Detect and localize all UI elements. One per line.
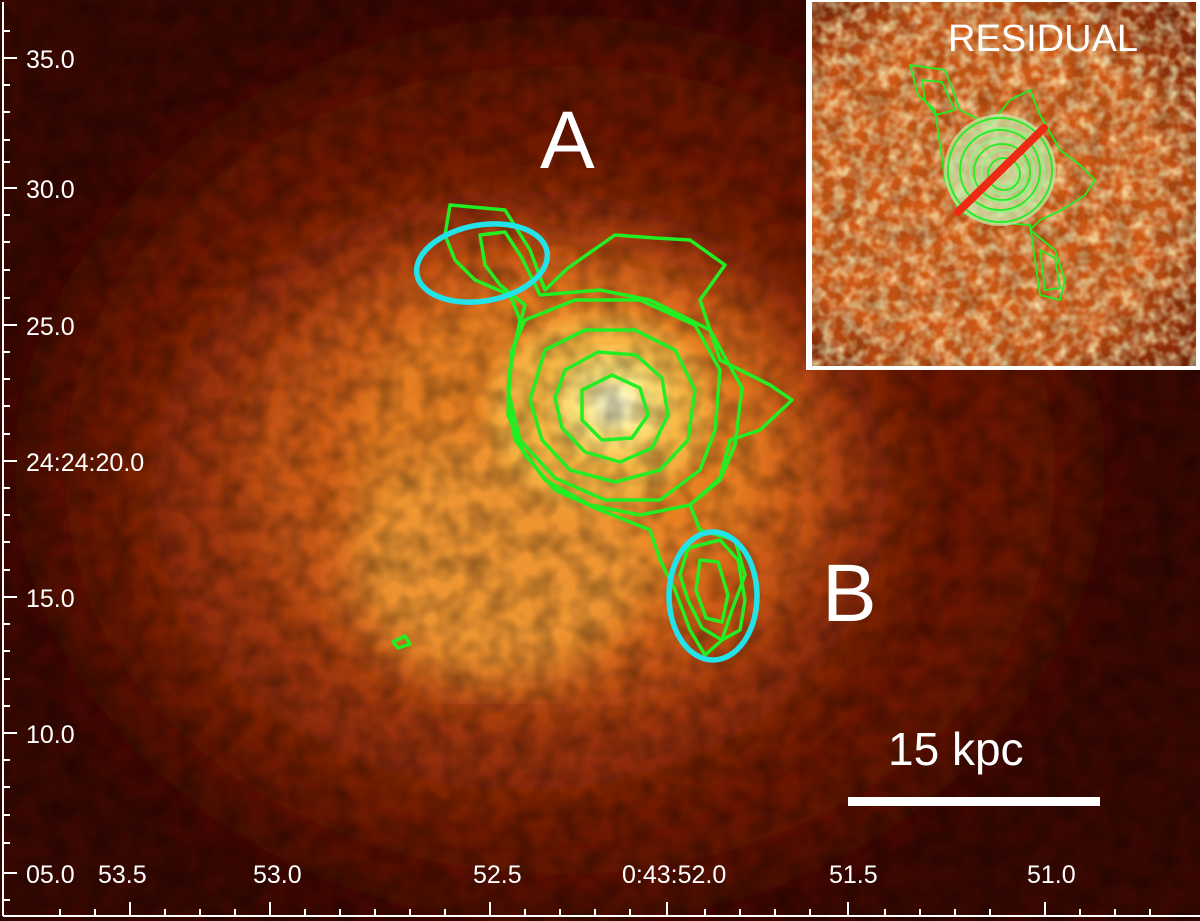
contour-5 bbox=[553, 350, 670, 464]
inset-title: RESIDUAL bbox=[948, 18, 1139, 60]
contour-speck bbox=[391, 634, 412, 650]
contour-4 bbox=[528, 328, 697, 484]
contour-2 bbox=[478, 230, 744, 517]
x-tick-label: 53.5 bbox=[98, 861, 147, 889]
x-tick-label: 51.0 bbox=[1027, 861, 1076, 889]
x-tick-label: 0:43:52.0 bbox=[622, 861, 727, 889]
y-tick-label: 05.0 bbox=[26, 861, 75, 889]
contour-6 bbox=[580, 373, 650, 442]
x-tick-label: 51.5 bbox=[829, 861, 878, 889]
scale-bar-line bbox=[848, 797, 1100, 806]
y-tick-label: 10.0 bbox=[26, 721, 75, 749]
contour-b-outer bbox=[678, 538, 747, 642]
region-a-ellipse bbox=[413, 221, 551, 305]
x-tick-label: 53.0 bbox=[253, 861, 302, 889]
scale-bar bbox=[848, 797, 1100, 806]
y-tick-label: 15.0 bbox=[26, 585, 75, 613]
inset-residual bbox=[806, 0, 1200, 370]
scale-bar-label: 15 kpc bbox=[888, 723, 1024, 775]
region-b-ellipse bbox=[666, 529, 760, 663]
y-tick-label: 30.0 bbox=[26, 176, 75, 204]
inset-cut-line bbox=[954, 124, 1048, 216]
x-tick-label: 52.5 bbox=[473, 861, 522, 889]
y-tick-label: 24:24:20.0 bbox=[26, 449, 145, 477]
y-tick-label: 35.0 bbox=[26, 46, 75, 74]
region-b-label: B bbox=[822, 548, 877, 639]
xray-contours bbox=[391, 203, 794, 657]
y-tick-label: 25.0 bbox=[26, 313, 75, 341]
contour-b-inner bbox=[694, 558, 730, 624]
regions bbox=[413, 221, 760, 663]
contour-3 bbox=[506, 298, 722, 502]
region-a-label: A bbox=[540, 95, 595, 186]
